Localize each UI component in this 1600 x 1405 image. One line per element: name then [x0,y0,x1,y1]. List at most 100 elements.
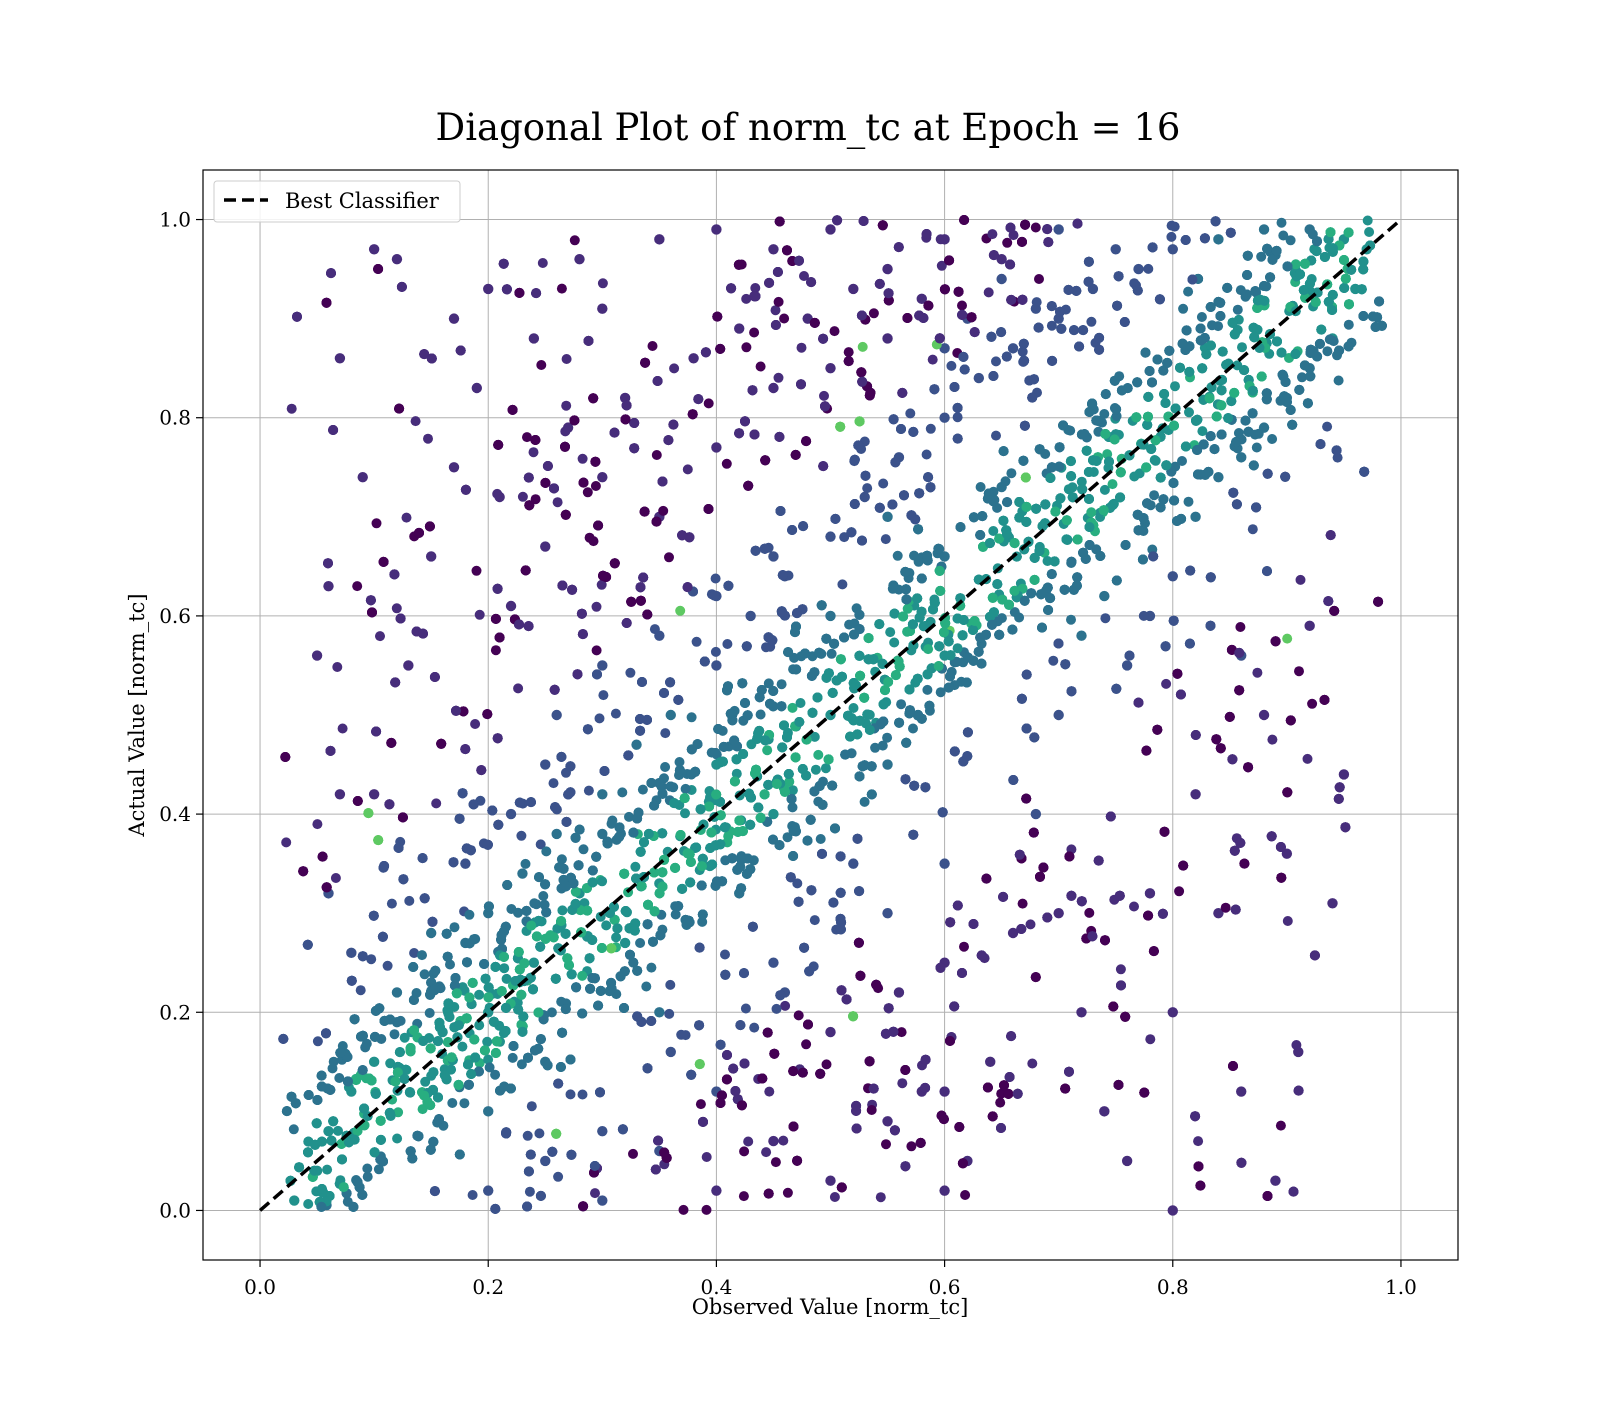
scatter-point-fill [679,1205,689,1215]
scatter-point-105 [540,1156,550,1166]
scatter-point-fill [641,982,651,992]
scatter-point-fill [1252,668,1262,678]
scatter-point-fill [485,1062,495,1072]
scatter-point-fill [1048,656,1058,666]
scatter-point-fill [289,1124,299,1134]
scatter-point-fill [762,745,772,755]
scatter-point-110 [825,1176,835,1186]
scatter-point-fill [638,785,648,795]
scatter-point-fill [779,314,789,324]
scatter-point-62 [540,541,550,551]
scatter-point-161 [848,858,858,868]
scatter-point-104 [483,1185,493,1195]
scatter-point-fill [813,750,823,760]
scatter-point-fill [570,235,580,245]
scatter-point-fill [1364,227,1374,237]
scatter-point-fill [598,690,608,700]
scatter-point-fill [281,837,291,847]
scatter-point-fill [816,834,826,844]
scatter-point-fill [328,1063,338,1073]
scatter-point-fill [392,603,402,613]
scatter-point-fill [372,518,382,528]
scatter-point-155 [551,710,561,720]
scatter-point-fill [1086,507,1096,517]
scatter-point-fill [1084,908,1094,918]
scatter-point-fill [1018,899,1028,909]
scatter-point-fill [1129,472,1139,482]
scatter-point-fill [411,416,421,426]
scatter-point-154 [506,809,516,819]
scatter-point-17 [825,531,835,541]
scatter-point-12 [631,740,641,750]
scatter-point-fill [774,373,784,383]
scatter-point-fill [523,1131,533,1141]
scatter-point-fill [1116,964,1126,974]
scatter-point-fill [1014,613,1024,623]
scatter-point-fill [625,668,635,678]
scatter-point-fill [756,710,766,720]
scatter-point-fill [1066,615,1076,625]
scatter-point-4 [369,1057,379,1067]
scatter-point-59 [472,383,482,393]
scatter-point-121 [1076,631,1086,641]
scatter-point-fill [1170,381,1180,391]
scatter-point-94 [882,759,892,769]
scatter-point-fill [876,1192,886,1202]
scatter-point-fill [459,1098,469,1108]
scatter-point-fill [425,1008,435,1018]
scatter-point-fill [739,1146,749,1156]
scatter-point-fill [578,1090,588,1100]
scatter-point-26 [1168,244,1178,254]
scatter-point-fill [878,741,888,751]
scatter-point-fill [635,938,645,948]
scatter-point-fill [822,1059,832,1069]
scatter-point-fill [896,699,906,709]
scatter-point-fill [334,1073,344,1083]
scatter-point-119 [1031,809,1041,819]
scatter-point-fill [780,1001,790,1011]
scatter-point-fill [538,891,548,901]
scatter-point-135 [1076,1007,1086,1017]
scatter-point-fill [525,1187,535,1197]
scatter-point-fill [375,631,385,641]
scatter-point-99 [654,1007,664,1017]
scatter-point-fill [1197,312,1207,322]
scatter-point-fill [860,797,870,807]
scatter-point-fill [513,683,523,693]
scatter-point-fill [1145,1034,1155,1044]
scatter-point-fill [923,644,933,654]
scatter-point-fill [987,229,997,239]
scatter-point-fill [844,347,854,357]
scatter-point-fill [1032,297,1042,307]
scatter-point-fill [1294,666,1304,676]
scatter-point-152 [426,928,436,938]
scatter-point-fill [1197,426,1207,436]
scatter-point-fill [589,536,599,546]
scatter-point-fill [905,408,915,418]
scatter-point-fill [538,258,548,268]
scatter-point-fill [1177,456,1187,466]
scatter-point-158 [666,1047,676,1057]
scatter-point-fill [447,1098,457,1108]
scatter-point-70 [768,383,778,393]
scatter-point-fill [392,1134,402,1144]
scatter-point-fill [922,685,932,695]
scatter-point-fill [475,610,485,620]
scatter-point-fill [1303,754,1313,764]
scatter-point-fill [1286,235,1296,245]
scatter-point-22 [1008,343,1018,353]
scatter-point-fill [1252,443,1262,453]
scatter-point-fill [534,1128,544,1138]
scatter-point-fill [893,551,903,561]
scatter-point-fill [387,899,397,909]
scatter-point-9 [517,868,527,878]
scatter-point-fill [681,1030,691,1040]
scatter-point-fill [827,649,837,659]
scatter-point-32 [369,244,379,254]
scatter-point-fill [830,1192,840,1202]
scatter-point-fill [664,552,674,562]
scatter-point-fill [722,639,732,649]
scatter-point-fill [1307,699,1317,709]
scatter-point-fill [687,712,697,722]
scatter-point-fill [611,709,621,719]
